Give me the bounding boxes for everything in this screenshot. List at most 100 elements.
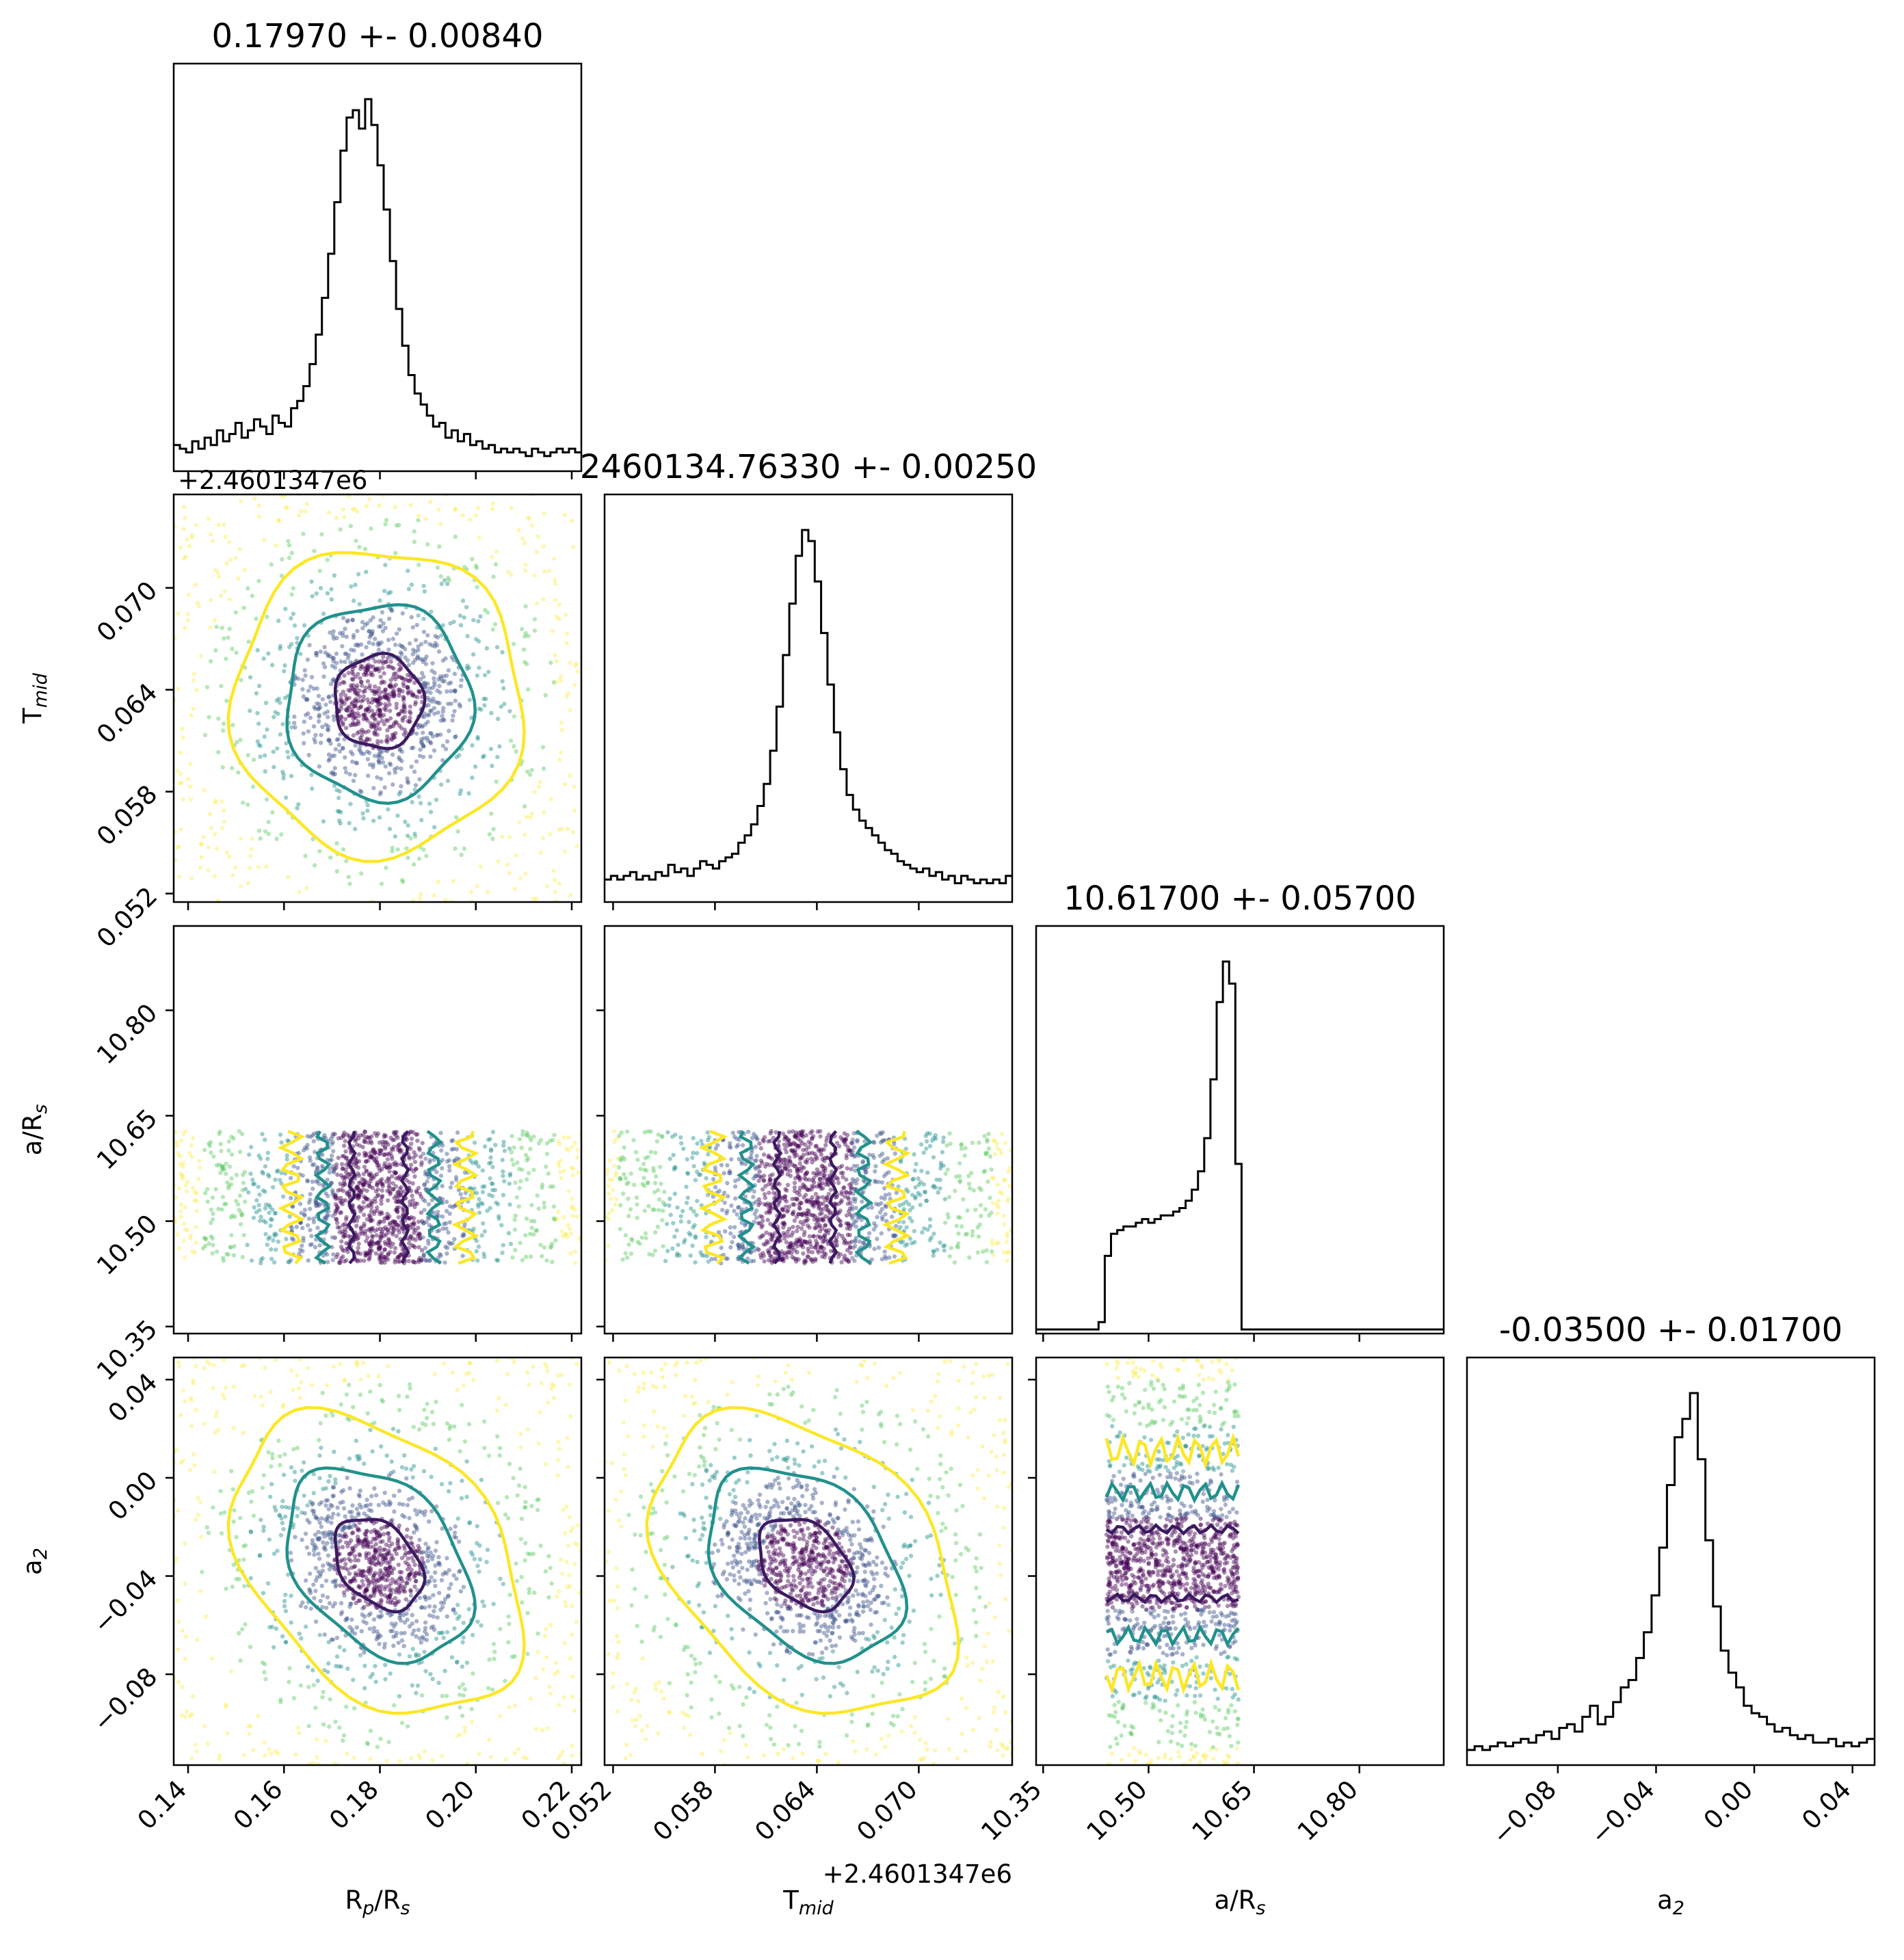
sample-point [558,750,564,755]
sample-point [489,1181,494,1186]
sample-point [960,1224,964,1229]
sample-point [380,1167,384,1171]
sample-point [343,1227,347,1232]
contour-outer [882,1130,912,1265]
sample-point [942,1197,948,1202]
sample-point [378,1253,382,1258]
sample-point [440,1693,445,1699]
sample-point [871,1153,875,1158]
sample-point [445,689,449,694]
sample-point [278,646,282,651]
sample-point [525,1158,529,1163]
sample-point [454,754,459,760]
sample-point [344,1392,349,1397]
sample-point [433,1563,438,1568]
sample-point [533,1228,539,1233]
sample-point [378,1168,382,1174]
sample-point [475,1258,480,1263]
sample-point [799,1242,805,1247]
sample-point [341,1143,347,1148]
sample-point [425,1238,431,1243]
sample-point [754,1158,759,1163]
sample-point [803,1159,808,1164]
sample-point [297,513,302,518]
sample-point [850,1222,856,1227]
sample-point [298,1247,303,1252]
sample-point [883,1193,888,1197]
sample-point [202,1236,208,1241]
sample-point [816,1219,821,1224]
sample-point [216,716,221,721]
sample-point [496,1214,501,1219]
sample-point [426,702,431,708]
sample-point [308,1499,313,1505]
sample-point [406,719,410,724]
sample-point [859,1217,864,1222]
sample-point [257,1218,263,1223]
sample-point [362,1137,367,1142]
sample-point [797,1202,802,1207]
sample-point [815,1184,819,1189]
sample-point [323,1547,328,1552]
sample-point [362,1223,367,1229]
sample-point [174,830,178,835]
sample-point [828,1187,834,1192]
sample-point [555,1373,561,1378]
sample-point [214,1249,220,1254]
sample-point [395,712,401,717]
sample-point [292,623,298,628]
sample-point [352,687,357,693]
sample-point [316,1551,321,1557]
sample-point [224,1171,228,1176]
sample-point [635,1157,640,1163]
sample-point [388,1591,394,1595]
sample-point [570,1173,575,1178]
sample-point [393,551,398,556]
sample-point [834,1239,839,1245]
sample-point [758,1214,763,1219]
sample-point [374,1547,379,1552]
sample-point [376,1246,381,1252]
sample-point [419,671,425,676]
sample-point [838,1223,843,1228]
sample-point [413,649,418,654]
sample-point [552,1133,557,1137]
sample-point [331,714,336,719]
sample-point [350,507,356,512]
sample-point [359,1225,364,1230]
sample-point [761,1178,767,1183]
sample-point [209,1150,213,1155]
sample-point [422,1182,427,1187]
sample-point [814,1221,819,1227]
sample-point [536,1141,542,1146]
sample-point [681,1240,687,1245]
sample-point [265,1581,271,1586]
sample-point [278,1697,283,1702]
sample-point [382,1233,386,1239]
sample-point [464,666,470,672]
sample-point [693,1260,698,1265]
sample-point [365,1204,370,1209]
sample-point [820,1217,825,1223]
sample-point [440,1143,445,1148]
sample-point [624,1129,630,1134]
sample-point [444,673,449,678]
sample-point [365,1251,369,1256]
sample-point [640,1182,645,1187]
sample-point [175,1232,180,1237]
sample-point [609,1178,615,1182]
sample-point [276,618,281,624]
sample-point [378,624,383,629]
sample-point [335,1205,341,1210]
sample-point [377,712,382,717]
sample-point [384,1152,389,1156]
sample-point [558,1158,563,1163]
sample-point [385,718,391,723]
sample-point [341,1181,347,1187]
sample-point [407,1515,412,1521]
sample-point [847,1149,853,1154]
sample-point [912,1168,917,1173]
sample-point [312,863,317,868]
sample-point [817,1171,823,1177]
sample-point [516,1747,520,1752]
